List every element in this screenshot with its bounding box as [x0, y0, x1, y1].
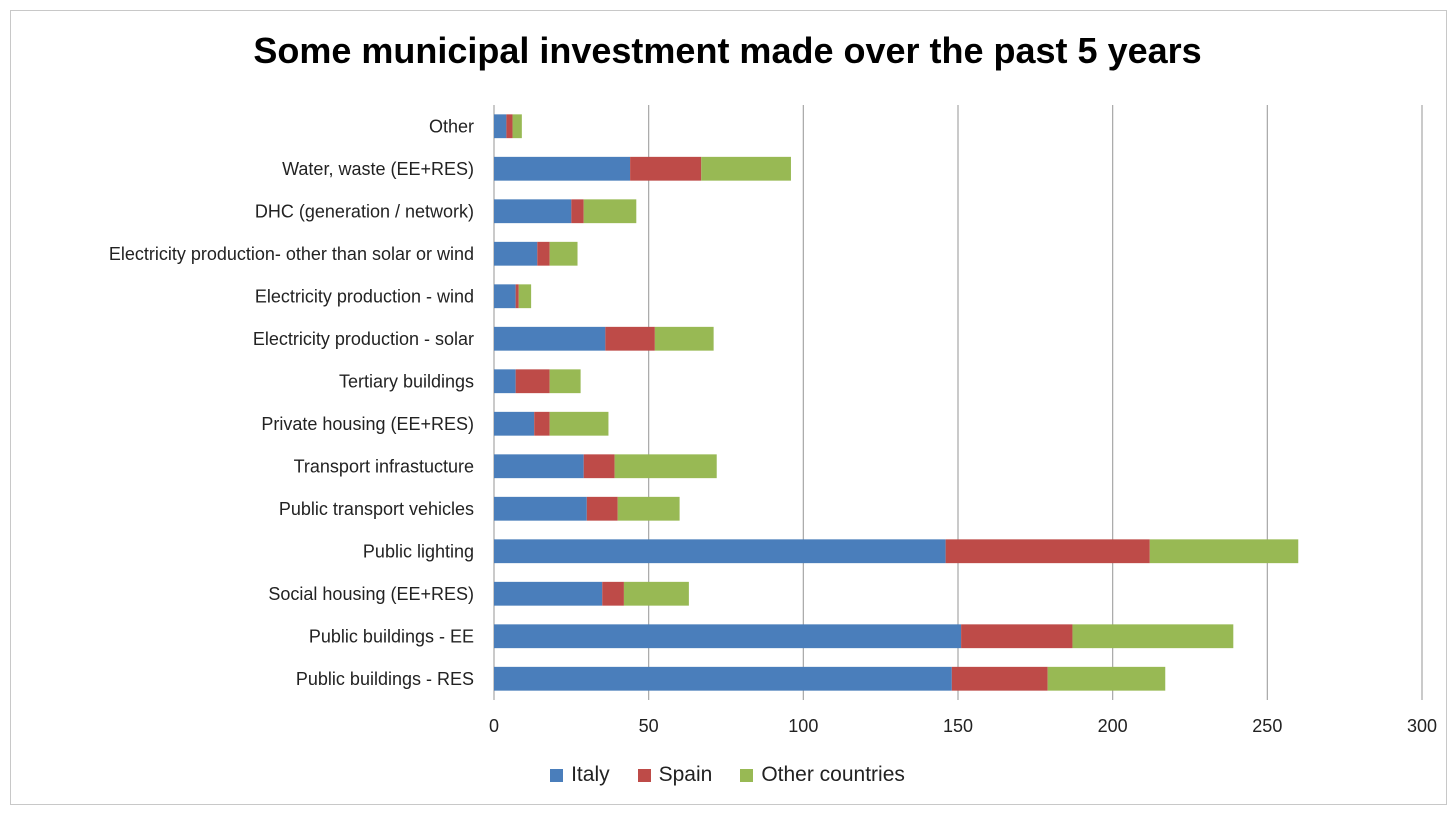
legend-swatch-spain [637, 768, 651, 782]
category-label: Water, waste (EE+RES) [282, 159, 474, 179]
bar-spain [534, 411, 550, 436]
x-tick-label-300: 300 [1407, 716, 1437, 736]
bar-spain [571, 199, 584, 224]
bar-other-countries [549, 241, 578, 266]
bar-spain [583, 454, 615, 479]
bar-italy [494, 284, 516, 309]
bar-spain [537, 241, 550, 266]
category-label: DHC (generation / network) [255, 201, 474, 221]
bar-italy [494, 496, 587, 521]
bar-other-countries [701, 156, 791, 181]
category-label: Public lighting [363, 541, 474, 561]
x-tick-label-100: 100 [788, 716, 818, 736]
bar-italy [494, 326, 606, 351]
bar-italy [494, 241, 538, 266]
bar-other-countries [614, 454, 717, 479]
category-label: Electricity production- other than solar… [109, 244, 474, 264]
bar-spain [586, 496, 618, 521]
bar-italy [494, 156, 631, 181]
bar-italy [494, 199, 572, 224]
bar-other-countries [512, 114, 522, 139]
category-label: Public buildings - EE [309, 626, 474, 646]
bar-spain [630, 156, 702, 181]
bar-other-countries [583, 199, 637, 224]
x-tick-label-50: 50 [639, 716, 659, 736]
category-label: Private housing (EE+RES) [261, 414, 474, 434]
bar-other-countries [518, 284, 532, 309]
bar-italy [494, 411, 535, 436]
legend-label-spain: Spain [658, 763, 713, 786]
bar-spain [515, 284, 519, 309]
bar-other-countries [549, 369, 581, 394]
chart-title: Some municipal investment made over the … [253, 30, 1202, 71]
x-tick-label-150: 150 [943, 716, 973, 736]
legend-item-italy: Italy [550, 763, 610, 787]
category-label: Public transport vehicles [279, 499, 474, 519]
bar-italy [494, 369, 516, 394]
category-label: Electricity production - solar [253, 329, 474, 349]
category-label: Transport infrastucture [294, 456, 474, 476]
category-label: Tertiary buildings [339, 371, 474, 391]
legend-item-spain: Spain [637, 763, 713, 787]
bar-italy [494, 539, 946, 564]
bar-spain [602, 581, 624, 606]
legend-swatch-other-countries [740, 768, 754, 782]
bar-italy [494, 581, 603, 606]
x-tick-label-250: 250 [1252, 716, 1282, 736]
bar-spain [605, 326, 655, 351]
x-tick-label-200: 200 [1098, 716, 1128, 736]
bar-other-countries [1149, 539, 1299, 564]
bar-other-countries [1072, 624, 1234, 649]
legend-label-other-countries: Other countries [761, 763, 905, 786]
bar-other-countries [654, 326, 714, 351]
legend: Italy Spain Other countries [0, 763, 1455, 787]
bar-italy [494, 114, 507, 139]
category-label: Social housing (EE+RES) [268, 584, 474, 604]
category-label: Electricity production - wind [255, 286, 474, 306]
bar-spain [951, 666, 1048, 691]
bar-other-countries [617, 496, 680, 521]
bar-other-countries [1047, 666, 1166, 691]
x-tick-label-0: 0 [489, 716, 499, 736]
bar-italy [494, 454, 584, 479]
bar-spain [945, 539, 1150, 564]
bar-other-countries [549, 411, 609, 436]
bar-other-countries [623, 581, 689, 606]
bar-spain [961, 624, 1073, 649]
legend-label-italy: Italy [571, 763, 610, 786]
bar-italy [494, 666, 952, 691]
legend-swatch-italy [550, 768, 564, 782]
bar-italy [494, 624, 962, 649]
bar-spain [515, 369, 550, 394]
category-label: Public buildings - RES [296, 669, 474, 689]
legend-item-other-countries: Other countries [740, 763, 905, 787]
category-label: Other [429, 116, 474, 136]
bar-spain [506, 114, 513, 139]
